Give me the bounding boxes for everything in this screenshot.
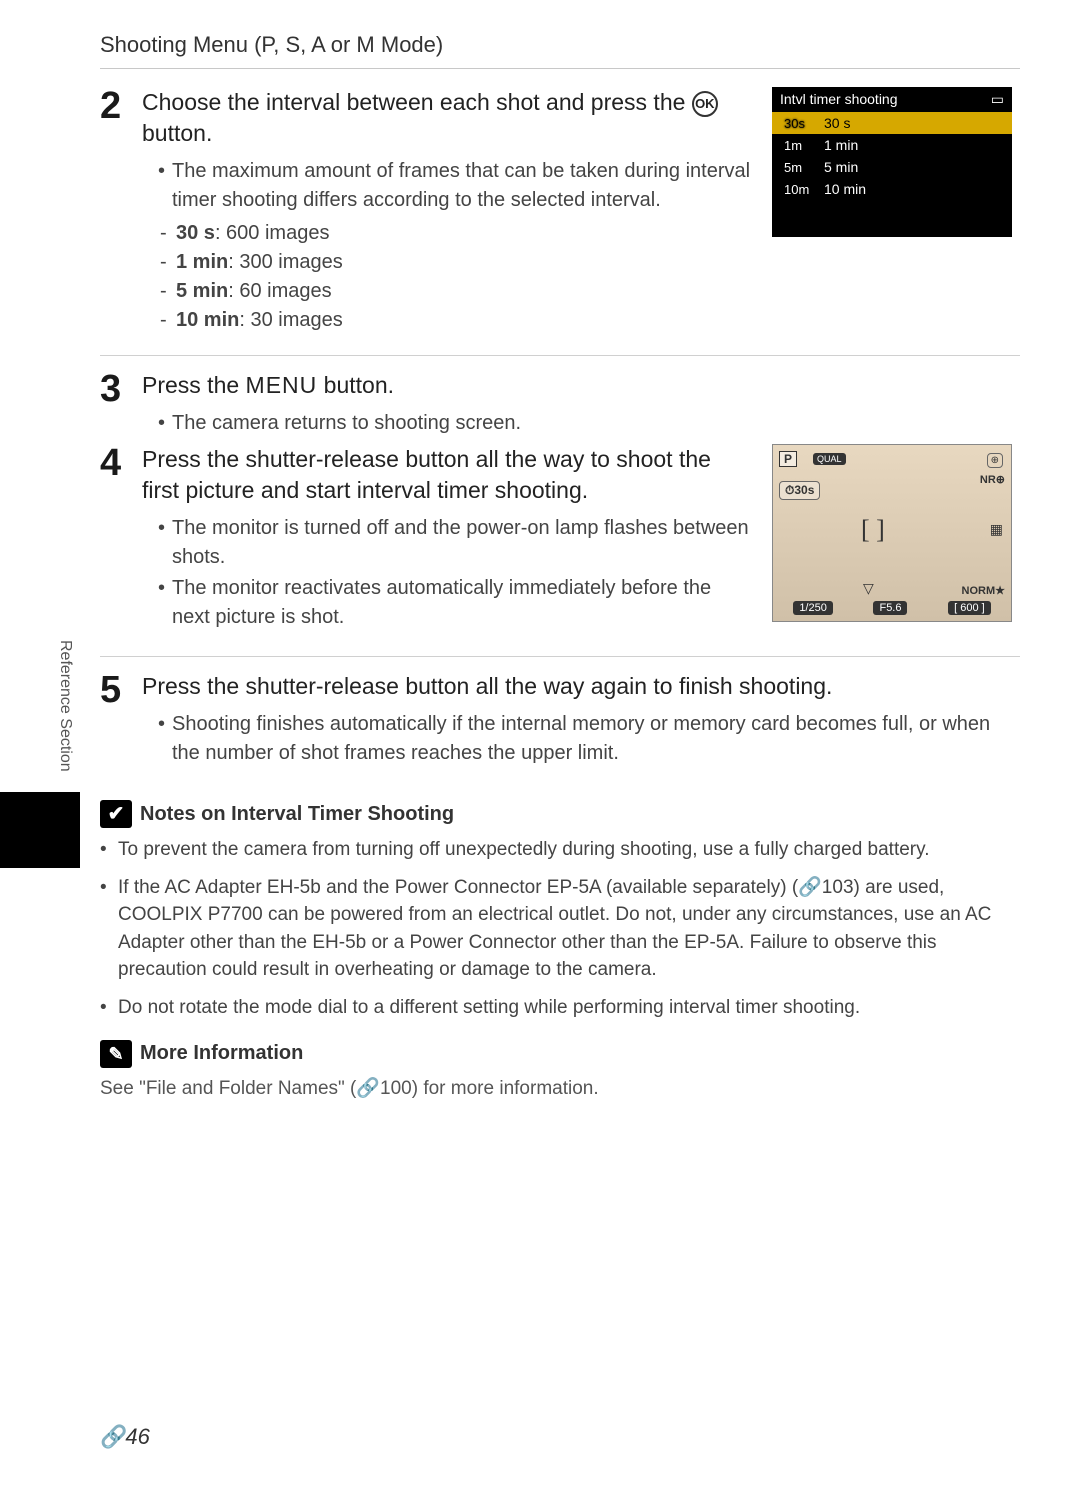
aperture: F5.6: [873, 601, 907, 615]
bullet: The maximum amount of frames that can be…: [158, 157, 752, 215]
title-text: Choose the interval between each shot an…: [142, 89, 692, 115]
bullet: The monitor is turned off and the power-…: [158, 514, 752, 572]
dash-item: 30 s: 600 images: [160, 219, 752, 248]
interval-label: 30 s: [176, 222, 215, 244]
interval-badge: 5m: [784, 160, 814, 175]
figure-title: Intvl timer shooting: [780, 91, 898, 108]
check-icon: ✔: [100, 800, 132, 828]
interval-label: 5 min: [814, 159, 858, 175]
bullet: Shooting finishes automatically if the i…: [158, 710, 1020, 768]
interval-label: 1 min: [176, 251, 228, 273]
title-text: Press the: [142, 372, 246, 398]
interval-label: 5 min: [176, 280, 228, 302]
interval-option: 10m10 min: [772, 178, 1012, 200]
interval-option: 1m1 min: [772, 134, 1012, 156]
card-icon: ▽: [863, 580, 874, 597]
title-text: button.: [142, 120, 212, 146]
step-5: 5 Press the shutter-release button all t…: [100, 671, 1020, 772]
reference-section-label: Reference Section: [56, 640, 74, 772]
shooting-screen-figure: P QUAL ⊕ NR⊕ ⏱30s [ ] ▦ ▽ NORM★ 1/250 F5…: [772, 444, 1012, 622]
bullet: The monitor reactivates automatically im…: [158, 574, 752, 632]
nr-indicator: NR⊕: [980, 473, 1005, 486]
title-text: button.: [317, 372, 394, 398]
note-item: Do not rotate the mode dial to a differe…: [100, 994, 1020, 1022]
interval-option: 5m5 min: [772, 156, 1012, 178]
step-3: 3 Press the MENU button. The camera retu…: [100, 370, 1020, 442]
interval-label: 30 s: [814, 115, 850, 131]
quality-indicator: QUAL: [813, 453, 846, 465]
note-item: If the AC Adapter EH-5b and the Power Co…: [100, 874, 1020, 984]
step-3-title: Press the MENU button.: [142, 370, 1020, 401]
interval-value: : 300 images: [228, 251, 343, 273]
step-number: 5: [100, 671, 142, 709]
timer-icon: ⊕: [987, 453, 1003, 468]
more-info-title: More Information: [140, 1042, 303, 1065]
page-header: Shooting Menu (P, S, A or M Mode): [100, 32, 1020, 58]
norm-indicator: NORM★: [962, 584, 1005, 597]
step-number: 2: [100, 87, 142, 125]
step-number: 3: [100, 370, 142, 408]
step-number: 4: [100, 444, 142, 482]
step-5-title: Press the shutter-release button all the…: [142, 671, 1020, 702]
note-item: To prevent the camera from turning off u…: [100, 836, 1020, 864]
more-info-heading: ✎ More Information: [100, 1040, 1020, 1068]
more-info-text: See "File and Folder Names" (🔗100) for m…: [100, 1076, 1020, 1100]
divider: [100, 68, 1020, 69]
step-2: 2 Choose the interval between each shot …: [100, 87, 752, 335]
step-2-row: 2 Choose the interval between each shot …: [100, 87, 1020, 356]
interval-badge: 1m: [784, 138, 814, 153]
page-number: 🔗46: [100, 1424, 150, 1450]
step-4-row: 4 Press the shutter-release button all t…: [100, 444, 1020, 657]
battery-icon: ▭: [991, 91, 1004, 108]
dash-item: 5 min: 60 images: [160, 277, 752, 306]
interval-badge: 10m: [784, 182, 814, 197]
menu-label: MENU: [246, 372, 318, 398]
dash-item: 1 min: 300 images: [160, 248, 752, 277]
interval-label: 10 min: [176, 309, 239, 331]
notes-heading: ✔ Notes on Interval Timer Shooting: [100, 800, 1020, 828]
side-tab: [0, 792, 80, 868]
remaining-shots: [ 600 ]: [948, 601, 991, 615]
interval-value: : 30 images: [239, 309, 342, 331]
interval-timer-figure: Intvl timer shooting ▭ 30s30 s1m1 min5m5…: [772, 87, 1012, 237]
interval-option: 30s30 s: [772, 112, 1012, 134]
step-4-title: Press the shutter-release button all the…: [142, 444, 752, 506]
page-number-value: 46: [125, 1424, 149, 1449]
notes-title: Notes on Interval Timer Shooting: [140, 803, 454, 826]
interval-label: 10 min: [814, 181, 866, 197]
interval-value: : 60 images: [228, 280, 331, 302]
step-2-title: Choose the interval between each shot an…: [142, 87, 752, 149]
interval-badge: 30s: [784, 116, 814, 131]
focus-brackets: [ ]: [861, 515, 885, 545]
bullet: The camera returns to shooting screen.: [158, 409, 1020, 438]
figure-header: Intvl timer shooting ▭: [772, 87, 1012, 112]
interval-indicator: ⏱30s: [779, 481, 820, 500]
af-area-icon: ▦: [990, 521, 1003, 538]
interval-value: : 600 images: [215, 222, 330, 244]
mode-indicator: P: [779, 451, 797, 467]
ok-button-icon: OK: [692, 91, 718, 117]
shutter-speed: 1/250: [793, 601, 833, 615]
interval-label: 1 min: [814, 137, 858, 153]
step-5-row: 5 Press the shutter-release button all t…: [100, 671, 1020, 782]
dash-item: 10 min: 30 images: [160, 306, 752, 335]
step-4: 4 Press the shutter-release button all t…: [100, 444, 752, 636]
pencil-icon: ✎: [100, 1040, 132, 1068]
